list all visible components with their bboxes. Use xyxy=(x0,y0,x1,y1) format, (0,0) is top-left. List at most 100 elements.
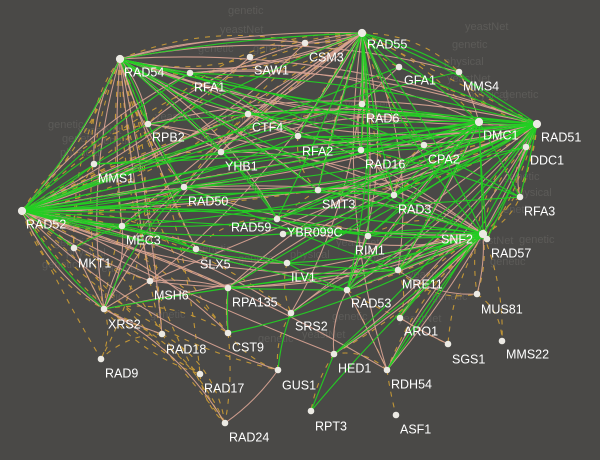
graph-node-smt3[interactable] xyxy=(314,186,322,194)
graph-node-rad50[interactable] xyxy=(180,183,188,191)
coexpression-edge-layer xyxy=(21,32,538,412)
graph-node-rad24[interactable] xyxy=(221,419,229,427)
graph-node-rad9[interactable] xyxy=(97,355,105,363)
edge-genetic xyxy=(361,32,460,73)
graph-node-rfa1[interactable] xyxy=(186,69,194,77)
edge-genetic xyxy=(21,210,105,310)
graph-node-snf2[interactable] xyxy=(478,229,488,239)
graph-node-mms4[interactable] xyxy=(455,68,463,76)
edge-coexpression xyxy=(386,233,484,371)
edge-coexpression xyxy=(21,72,191,212)
graph-node-rpb2[interactable] xyxy=(144,120,152,128)
edge-coexpression xyxy=(361,32,488,240)
graph-node-rad52[interactable] xyxy=(17,206,27,216)
edge-physical xyxy=(195,248,288,264)
edge-genetic xyxy=(93,123,149,165)
graph-node-mkt1[interactable] xyxy=(70,244,78,252)
edge-coexpression xyxy=(360,32,364,151)
graph-node-mus81[interactable] xyxy=(473,290,481,298)
graph-node-rfa2[interactable] xyxy=(294,132,302,140)
graph-node-gfa1[interactable] xyxy=(395,63,403,71)
graph-node-rad17[interactable] xyxy=(196,370,204,378)
edge-coexpression xyxy=(346,121,480,291)
graph-node-mms1[interactable] xyxy=(90,160,98,168)
graph-node-ctf4[interactable] xyxy=(244,110,252,118)
edge-genetic xyxy=(397,269,478,297)
node-layer[interactable] xyxy=(17,28,542,427)
graph-node-mec3[interactable] xyxy=(118,222,126,230)
graph-node-rad54[interactable] xyxy=(115,54,125,64)
edge-physical xyxy=(21,210,399,274)
graph-node-mms22[interactable] xyxy=(498,337,506,345)
graph-node-asf1[interactable] xyxy=(392,411,400,419)
graph-node-rad18[interactable] xyxy=(158,330,166,338)
graph-node-ybr099c[interactable] xyxy=(279,230,287,238)
edge-coexpression xyxy=(482,123,538,235)
edge-genetic xyxy=(119,34,306,60)
graph-node-rim1[interactable] xyxy=(364,232,372,240)
graph-node-aro1[interactable] xyxy=(396,314,404,322)
node-label-layer: RAD54 RFA1 SAW1 CSM3 RAD55 GFA1 MMS4 RPB2 CTF4 RF… xyxy=(26,37,581,444)
watermark-text: physical xyxy=(444,56,484,68)
edge-coexpression xyxy=(282,231,484,235)
graph-node-msh6[interactable] xyxy=(146,277,154,285)
node-label-hed1: HED1 xyxy=(338,361,371,375)
edge-coexpression xyxy=(21,207,369,237)
graph-node-dmc1[interactable] xyxy=(474,117,484,127)
edge-coexpression xyxy=(286,121,480,264)
graph-node-hed1[interactable] xyxy=(330,350,338,358)
graph-node-rad57[interactable] xyxy=(483,235,491,243)
edge-coexpression xyxy=(189,72,299,137)
graph-node-rad51[interactable] xyxy=(532,119,542,129)
graph-node-ddc1[interactable] xyxy=(522,143,530,151)
graph-node-sgs1[interactable] xyxy=(444,340,452,348)
graph-node-rad3[interactable] xyxy=(390,191,398,199)
graph-node-rad59[interactable] xyxy=(273,215,281,223)
edge-coexpression xyxy=(93,123,538,165)
graph-node-cpa2[interactable] xyxy=(420,141,428,149)
edge-genetic xyxy=(397,269,405,319)
edge-coexpression xyxy=(297,32,363,137)
graph-node-xrs2[interactable] xyxy=(100,305,108,313)
edge-physical xyxy=(21,42,306,212)
edge-physical xyxy=(119,58,149,125)
graph-node-rad55[interactable] xyxy=(357,28,367,38)
edge-coexpression xyxy=(103,186,185,310)
node-label-snf2: SNF2 xyxy=(441,232,473,246)
graph-node-rpt3[interactable] xyxy=(307,407,315,415)
edge-physical xyxy=(149,233,484,288)
graph-node-rad16[interactable] xyxy=(357,146,365,154)
graph-node-yhb1[interactable] xyxy=(217,148,225,156)
graph-node-csm3[interactable] xyxy=(301,39,309,47)
graph-node-rfa3[interactable] xyxy=(516,193,524,201)
edge-genetic xyxy=(482,123,538,235)
edge-coexpression xyxy=(317,189,484,235)
edge-physical xyxy=(21,210,105,310)
node-label-xrs2: XRS2 xyxy=(108,317,141,331)
graph-node-rad53[interactable] xyxy=(343,286,351,294)
graph-node-srs2[interactable] xyxy=(287,309,295,317)
graph-node-mre11[interactable] xyxy=(394,266,402,274)
watermark-text: genetic xyxy=(504,171,540,183)
edge-physical xyxy=(147,123,222,153)
node-label-asf1: ASF1 xyxy=(400,422,431,436)
graph-node-ilv1[interactable] xyxy=(283,259,291,267)
edge-genetic xyxy=(361,32,538,125)
watermark-text: genetic xyxy=(150,309,186,321)
graph-node-rpa135[interactable] xyxy=(224,284,232,292)
edge-physical xyxy=(21,210,335,355)
edge-coexpression xyxy=(276,218,484,239)
node-label-rfa3: RFA3 xyxy=(524,204,555,218)
graph-node-saw1[interactable] xyxy=(246,53,254,61)
edge-coexpression xyxy=(393,194,484,235)
watermark-text: yeastNet xyxy=(465,21,508,33)
graph-node-cst9[interactable] xyxy=(224,329,232,337)
graph-node-rad6[interactable] xyxy=(358,100,366,108)
node-label-mkt1: MKT1 xyxy=(78,256,111,270)
graph-node-slx5[interactable] xyxy=(192,245,200,253)
node-label-mms22: MMS22 xyxy=(506,347,549,361)
graph-node-gus1[interactable] xyxy=(274,366,282,374)
graph-node-rdh54[interactable] xyxy=(383,366,391,374)
